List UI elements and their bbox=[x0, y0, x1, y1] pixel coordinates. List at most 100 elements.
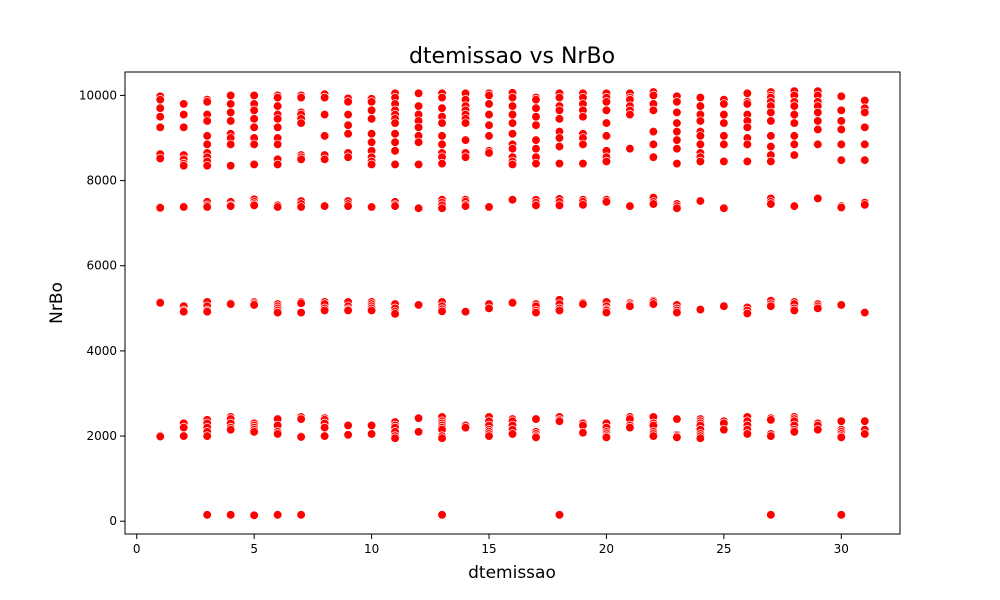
data-point bbox=[554, 133, 565, 143]
data-point bbox=[437, 306, 447, 316]
data-point bbox=[860, 107, 870, 118]
data-point bbox=[578, 139, 588, 150]
data-point bbox=[836, 139, 846, 150]
data-point bbox=[860, 155, 870, 165]
y-tick-label: 8000 bbox=[86, 174, 117, 188]
data-point bbox=[789, 101, 799, 111]
data-point bbox=[202, 510, 212, 520]
data-point bbox=[719, 131, 729, 141]
data-point bbox=[625, 301, 635, 311]
data-point bbox=[719, 203, 729, 213]
data-point bbox=[366, 202, 377, 212]
data-point bbox=[672, 203, 682, 213]
data-point bbox=[484, 303, 494, 313]
data-point bbox=[319, 109, 330, 120]
data-point bbox=[249, 510, 259, 520]
x-tick-label: 20 bbox=[599, 542, 614, 556]
data-point bbox=[319, 131, 330, 141]
data-point bbox=[766, 510, 776, 520]
data-point bbox=[226, 90, 236, 101]
data-point bbox=[202, 307, 212, 317]
data-point bbox=[672, 414, 682, 424]
data-point bbox=[601, 97, 612, 107]
data-point bbox=[484, 99, 494, 109]
data-point bbox=[719, 139, 729, 150]
data-point bbox=[672, 107, 682, 118]
data-point bbox=[766, 199, 776, 209]
data-point bbox=[226, 116, 236, 126]
x-tick-label: 0 bbox=[133, 542, 141, 556]
data-point bbox=[601, 105, 612, 115]
data-point bbox=[531, 95, 541, 105]
data-point bbox=[813, 124, 823, 135]
data-point bbox=[390, 159, 400, 170]
data-point bbox=[719, 109, 729, 120]
data-point bbox=[179, 422, 189, 433]
data-point bbox=[413, 413, 424, 423]
data-point bbox=[273, 307, 283, 318]
data-point bbox=[860, 416, 870, 426]
plot-area bbox=[124, 71, 901, 535]
data-point bbox=[179, 109, 189, 120]
data-point bbox=[343, 109, 353, 120]
data-point bbox=[437, 158, 447, 169]
y-tick-label: 6000 bbox=[86, 259, 117, 273]
data-point bbox=[437, 139, 447, 150]
data-point bbox=[366, 129, 377, 139]
data-point bbox=[601, 156, 612, 167]
data-point bbox=[648, 126, 659, 137]
data-point bbox=[319, 431, 330, 441]
data-point bbox=[273, 92, 283, 103]
data-point bbox=[273, 159, 283, 170]
data-point bbox=[836, 510, 846, 520]
data-point bbox=[413, 101, 424, 111]
data-point bbox=[766, 116, 776, 126]
data-point bbox=[366, 420, 377, 431]
data-point bbox=[719, 118, 729, 128]
data-point bbox=[860, 95, 870, 106]
data-point bbox=[836, 432, 846, 442]
data-point bbox=[860, 139, 870, 150]
y-axis: 0 2000 4000 6000 8000 10000 bbox=[79, 88, 125, 528]
data-point bbox=[648, 431, 659, 441]
data-point bbox=[554, 105, 565, 115]
data-point bbox=[484, 90, 494, 101]
data-point bbox=[366, 137, 377, 147]
data-point bbox=[179, 202, 189, 212]
data-point bbox=[531, 432, 541, 442]
data-point bbox=[531, 414, 541, 424]
data-point bbox=[813, 107, 823, 118]
data-point bbox=[390, 146, 400, 156]
y-axis-label: NrBo bbox=[47, 282, 67, 324]
data-point bbox=[273, 139, 283, 150]
data-point bbox=[273, 122, 283, 133]
data-point bbox=[319, 92, 330, 103]
data-point bbox=[202, 131, 212, 141]
data-point bbox=[672, 307, 682, 318]
data-point bbox=[202, 202, 212, 212]
data-point bbox=[437, 131, 447, 141]
y-tick-label: 0 bbox=[109, 514, 117, 528]
data-point bbox=[554, 200, 565, 210]
data-point bbox=[531, 158, 541, 169]
data-point bbox=[296, 414, 306, 424]
data-point bbox=[437, 103, 447, 113]
y-tick-label: 4000 bbox=[86, 344, 117, 358]
data-point bbox=[648, 152, 659, 162]
data-point bbox=[625, 201, 635, 211]
data-point bbox=[296, 307, 306, 318]
data-point bbox=[249, 159, 259, 170]
data-point bbox=[273, 202, 283, 212]
data-point bbox=[343, 97, 353, 107]
data-point bbox=[319, 305, 330, 316]
data-point bbox=[296, 92, 306, 103]
data-point bbox=[860, 122, 870, 133]
data-point bbox=[695, 139, 706, 150]
data-point bbox=[719, 99, 729, 109]
data-point bbox=[155, 112, 165, 122]
data-point bbox=[813, 303, 823, 313]
data-point bbox=[648, 90, 659, 101]
data-point bbox=[578, 200, 588, 210]
data-point bbox=[507, 298, 518, 308]
data-point bbox=[249, 105, 259, 115]
